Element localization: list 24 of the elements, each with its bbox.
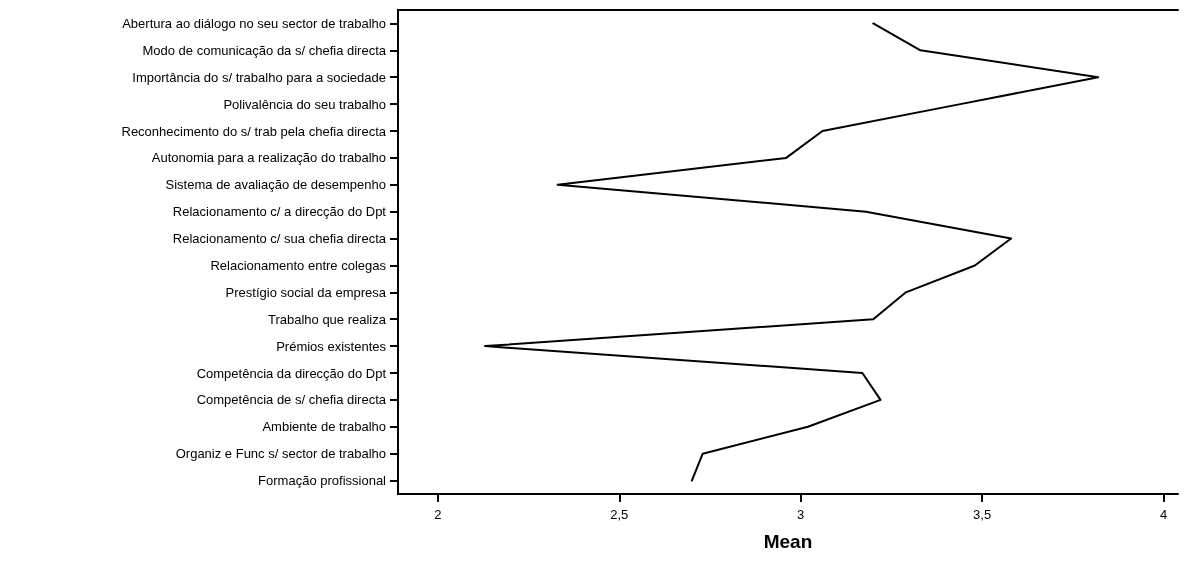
y-tick-label: Organiz e Func s/ sector de trabalho [175, 446, 386, 462]
x-tick-label: 2,5 [610, 507, 629, 522]
y-tick-label: Formação profissional [258, 473, 387, 489]
y-tick-label: Polivalência do seu trabalho [223, 96, 386, 112]
y-tick-label: Modo de comunicação da s/ chefia directa [142, 42, 387, 58]
y-tick-label: Prémios existentes [276, 338, 387, 354]
y-tick-label: Trabalho que realiza [267, 311, 387, 327]
y-tick-label: Relacionamento c/ sua chefia directa [172, 231, 387, 247]
y-tick-label: Relacionamento c/ a direcção do Dpt [172, 204, 387, 220]
y-tick-label: Competência de s/ chefia directa [196, 392, 387, 408]
x-tick-label: 3,5 [973, 507, 992, 522]
y-tick-label: Competência da direcção do Dpt [196, 365, 387, 381]
y-tick-label: Autonomia para a realização do trabalho [151, 150, 386, 166]
y-tick-label: Relacionamento entre colegas [210, 257, 387, 273]
y-tick-label: Importância do s/ trabalho para a sociedade [132, 69, 386, 85]
y-tick-label: Sistema de avaliação de desempenho [165, 177, 386, 193]
x-tick-label: 2 [434, 507, 442, 522]
x-axis-title: Mean [763, 531, 813, 552]
x-tick-label: 4 [1159, 507, 1168, 522]
y-tick-label: Ambiente de trabalho [262, 419, 386, 435]
y-tick-label: Prestígio social da empresa [225, 284, 387, 300]
x-tick-label: 3 [797, 507, 805, 522]
y-tick-label: Reconhecimento do s/ trab pela chefia directa [121, 123, 387, 139]
y-tick-label: Abertura ao diálogo no seu sector de trabalho [122, 15, 386, 31]
